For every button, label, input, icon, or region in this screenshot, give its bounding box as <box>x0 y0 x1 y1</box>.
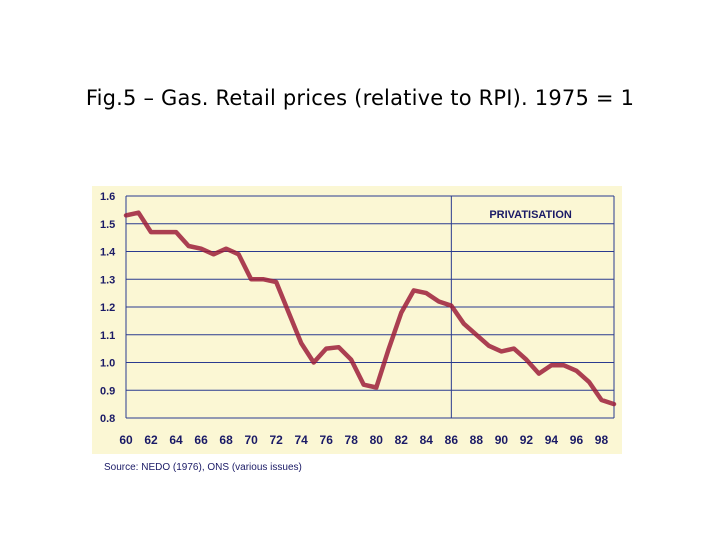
x-tick-label: 92 <box>520 433 534 447</box>
x-tick-label: 72 <box>269 433 283 447</box>
y-tick-label: 1.1 <box>100 330 115 342</box>
y-tick-label: 0.8 <box>100 413 115 425</box>
y-tick-label: 1.6 <box>100 191 115 203</box>
y-tick-labels: 1.6 1.5 1.4 1.3 1.2 1.1 1.0 0.9 0.8 <box>100 191 116 425</box>
y-tick-label: 1.3 <box>100 274 115 286</box>
source-note: Source: NEDO (1976), ONS (various issues… <box>104 462 302 473</box>
x-tick-label: 80 <box>370 433 384 447</box>
slide-title: Fig.5 – Gas. Retail prices (relative to … <box>85 86 635 110</box>
y-tick-label: 1.2 <box>100 302 115 314</box>
y-tick-label: 1.0 <box>100 358 115 370</box>
x-tick-labels: 60 62 64 66 68 70 72 74 76 78 80 82 84 86 88 90 92 94 96 98 <box>119 433 608 447</box>
line-chart: 1.6 1.5 1.4 1.3 1.2 1.1 1.0 0.9 0.8 60 62 64 66 68 70… <box>100 191 617 447</box>
y-tick-label: 1.4 <box>100 247 116 259</box>
series-line <box>123 210 617 407</box>
x-tick-label: 76 <box>320 433 334 447</box>
x-tick-label: 60 <box>119 433 133 447</box>
chart-area: 1.6 1.5 1.4 1.3 1.2 1.1 1.0 0.9 0.8 60 62 64 66 68 70… <box>92 186 622 454</box>
x-tick-label: 88 <box>470 433 484 447</box>
x-tick-label: 62 <box>144 433 158 447</box>
series-layer <box>123 210 617 407</box>
x-tick-label: 64 <box>169 433 183 447</box>
x-tick-label: 86 <box>445 433 459 447</box>
x-tick-label: 78 <box>345 433 359 447</box>
x-tick-label: 90 <box>495 433 509 447</box>
privatisation-label: PRIVATISATION <box>489 209 572 221</box>
x-tick-label: 96 <box>570 433 584 447</box>
x-tick-label: 98 <box>595 433 609 447</box>
x-tick-label: 94 <box>545 433 559 447</box>
x-tick-label: 84 <box>420 433 434 447</box>
x-tick-label: 66 <box>194 433 208 447</box>
x-tick-label: 70 <box>244 433 258 447</box>
y-tick-label: 1.5 <box>100 219 115 231</box>
x-tick-label: 68 <box>219 433 233 447</box>
x-tick-label: 74 <box>294 433 308 447</box>
y-tick-label: 0.9 <box>100 385 115 397</box>
x-tick-label: 82 <box>395 433 409 447</box>
